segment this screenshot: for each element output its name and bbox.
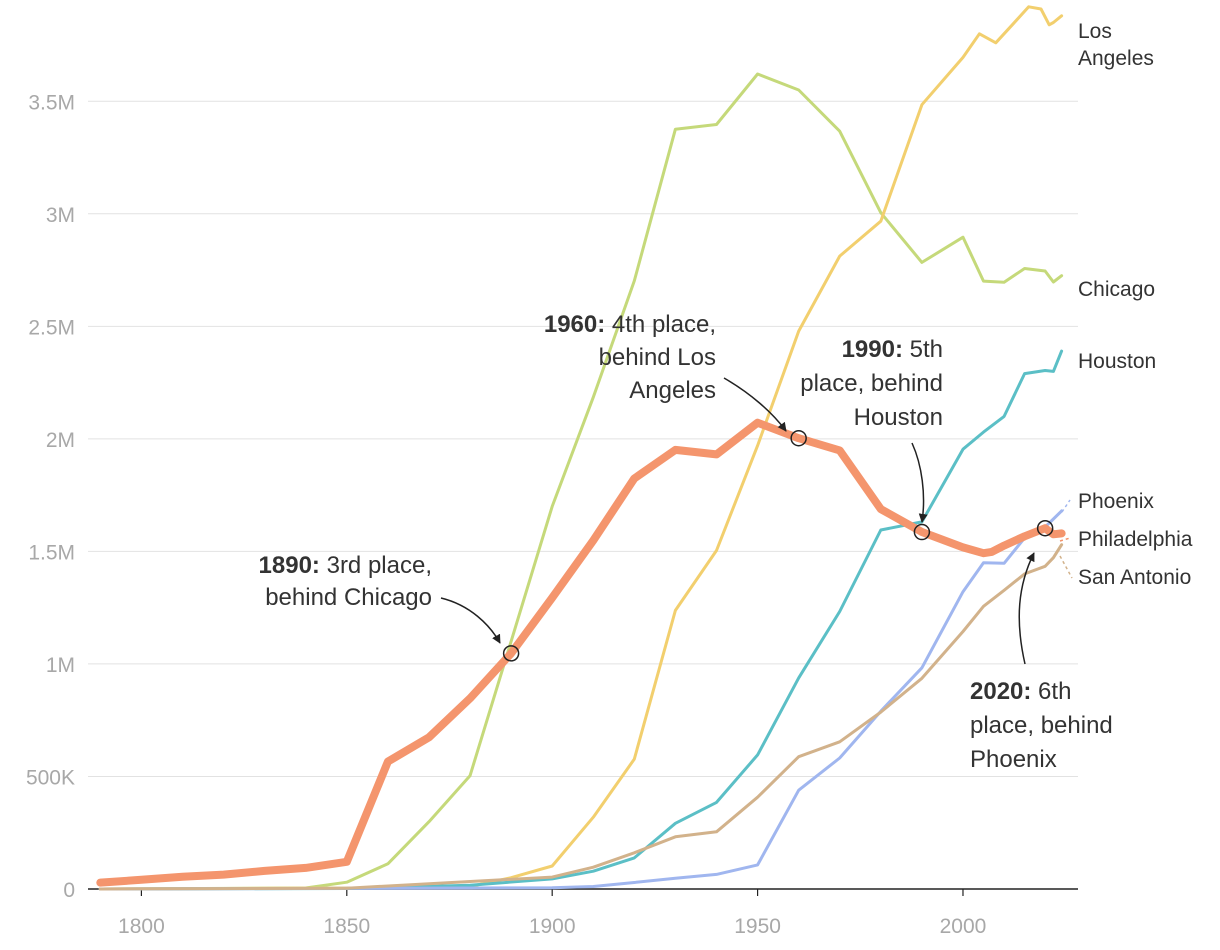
x-tick-label: 1900 [529,915,576,938]
annotation-arrow [440,597,501,644]
series-line-los-angeles [98,5,1064,891]
y-tick-label: 3.5M [28,91,75,114]
y-tick-label: 2.5M [28,316,75,339]
annotation-line: 3rd place, [320,552,432,579]
annotation-arrow [1018,552,1035,665]
series-line-chicago [98,72,1064,891]
annotation-text: 1990: 5th place, behind Houston [800,336,943,431]
label-leader [1061,499,1071,513]
x-tick-label: 1800 [118,915,165,938]
x-tick-label: 1950 [734,915,781,938]
annotation-marker [790,429,807,447]
series-label-los-angeles: Los Angeles [1078,20,1154,70]
label-leader [1059,537,1071,542]
annotation-arrow [723,377,787,432]
annotation-1960: 1960: 4th place, behind Los Angeles [544,311,807,447]
series-label-san-antonio: San Antonio [1078,566,1191,589]
annotation-1890: 1890: 3rd place, behind Chicago [259,552,520,662]
annotation-line: 4th place, [605,311,716,338]
label-leader [1059,555,1073,579]
series-label-houston: Houston [1078,350,1156,373]
series-label-chicago: Chicago [1078,278,1155,301]
y-tick-label: 500K [26,766,75,789]
annotation-1990: 1990: 5th place, behind Houston [800,336,943,541]
y-tick-label: 1M [46,654,75,677]
series-line-houston [98,349,1064,891]
annotation-marker [502,645,520,662]
annotation-text: 2020: 6th place, behind Phoenix [970,678,1113,773]
x-tick-label: 1850 [323,915,370,938]
y-tick-label: 3M [46,204,75,227]
y-tick-label: 0 [63,879,75,902]
annotation-text: 1890: 3rd place, behind Chicago [259,552,432,611]
series-line-san-antonio [98,543,1064,891]
y-tick-label: 2M [46,429,75,452]
annotation-arrow [911,442,928,523]
y-gridlines [88,100,1078,777]
y-tick-label: 1.5M [28,541,75,564]
x-tick-label: 2000 [940,915,987,938]
annotation-text: 1960: 4th place, behind Los Angeles [544,311,716,404]
series-line-philadelphia [96,418,1066,887]
annotation-marker [913,523,931,541]
annotation-line: 6th [1031,678,1071,705]
annotation-marker [1036,519,1054,537]
series-label-philadelphia: Philadelphia [1078,528,1193,551]
annotation-2020: 2020: 6th place, behind Phoenix [970,519,1113,773]
series-label-phoenix: Phoenix [1078,490,1154,513]
annotation-line: 5th [903,336,943,363]
